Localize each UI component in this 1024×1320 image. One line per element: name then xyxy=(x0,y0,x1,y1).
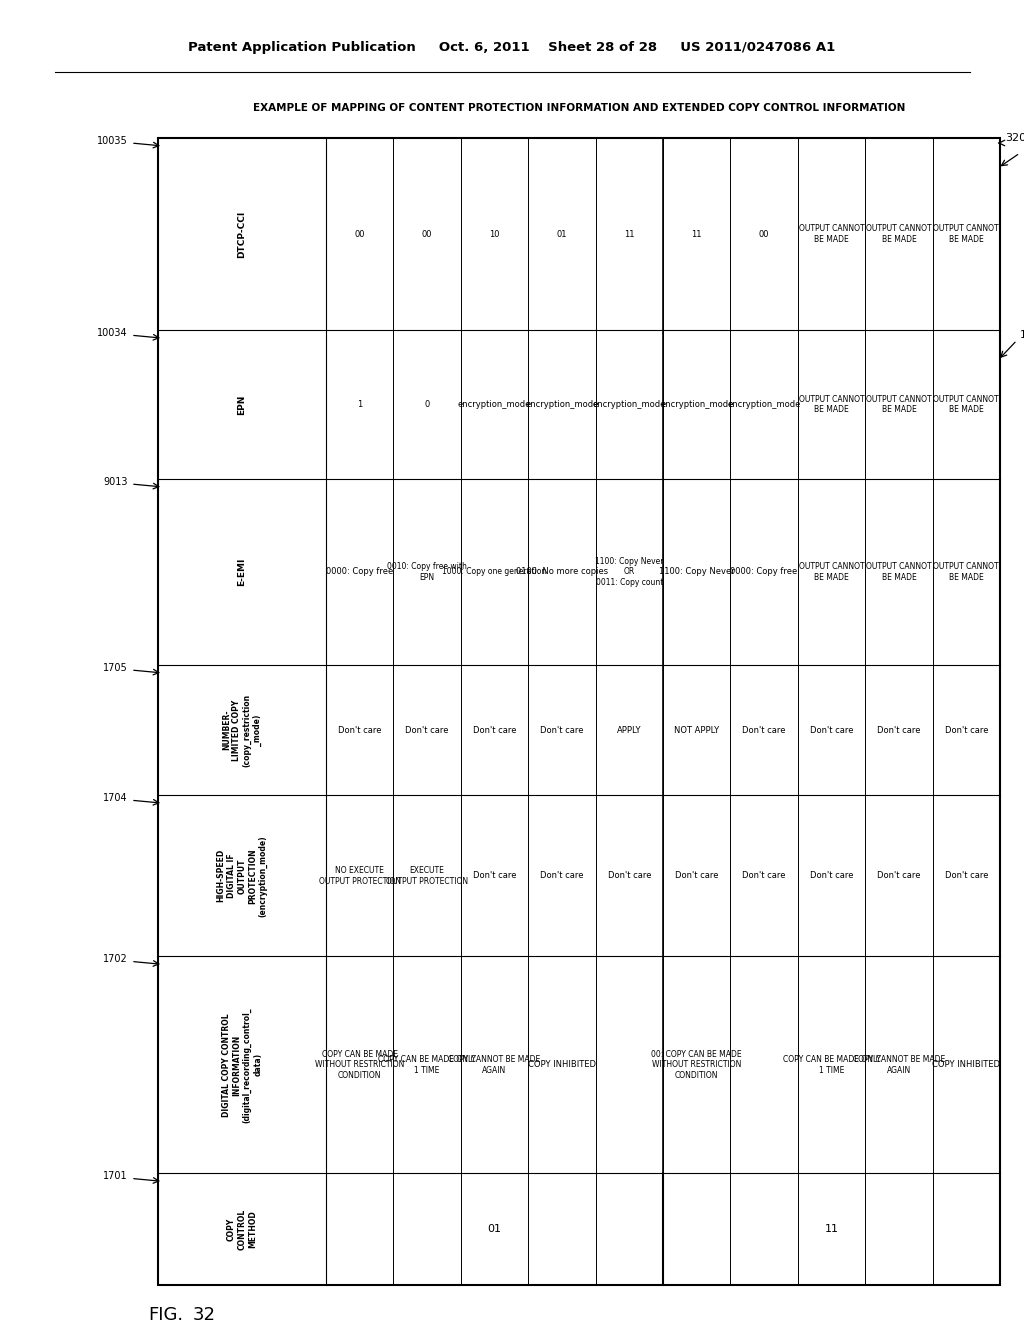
Text: 1702: 1702 xyxy=(103,954,128,965)
Text: 1: 1 xyxy=(357,400,362,409)
Text: COPY CANNOT BE MADE
AGAIN: COPY CANNOT BE MADE AGAIN xyxy=(449,1055,541,1074)
Text: COPY
CONTROL
METHOD: COPY CONTROL METHOD xyxy=(227,1209,257,1250)
Text: 10034: 10034 xyxy=(97,329,128,338)
Text: OUTPUT CANNOT
BE MADE: OUTPUT CANNOT BE MADE xyxy=(866,224,932,244)
Text: 00: 00 xyxy=(422,230,432,239)
Text: OUTPUT CANNOT
BE MADE: OUTPUT CANNOT BE MADE xyxy=(866,395,932,414)
Text: Don't care: Don't care xyxy=(742,726,785,735)
Text: DTCP-CCI: DTCP-CCI xyxy=(238,210,247,257)
Text: Don't care: Don't care xyxy=(540,726,584,735)
Text: encryption_mode: encryption_mode xyxy=(458,400,531,409)
Text: 1701: 1701 xyxy=(103,1171,128,1181)
Text: Don't care: Don't care xyxy=(406,726,449,735)
Text: EXAMPLE OF MAPPING OF CONTENT PROTECTION INFORMATION AND EXTENDED COPY CONTROL I: EXAMPLE OF MAPPING OF CONTENT PROTECTION… xyxy=(253,103,905,114)
Text: Don't care: Don't care xyxy=(675,871,719,880)
Text: 10035: 10035 xyxy=(97,136,128,147)
Text: 00: 00 xyxy=(759,230,769,239)
Text: COPY INHIBITED: COPY INHIBITED xyxy=(932,1060,1000,1069)
Text: 1705: 1705 xyxy=(103,663,128,673)
Text: Don't care: Don't care xyxy=(338,726,382,735)
Text: 11: 11 xyxy=(824,1224,839,1234)
Text: OUTPUT CANNOT
BE MADE: OUTPUT CANNOT BE MADE xyxy=(934,562,999,582)
Text: 9013: 9013 xyxy=(103,477,128,487)
Text: EXECUTE
OUTPUT PROTECTION: EXECUTE OUTPUT PROTECTION xyxy=(386,866,468,886)
Text: Don't care: Don't care xyxy=(742,871,785,880)
Text: 1000: Copy one generation: 1000: Copy one generation xyxy=(442,568,547,577)
Text: COPY INHIBITED: COPY INHIBITED xyxy=(528,1060,596,1069)
Text: Don't care: Don't care xyxy=(944,726,988,735)
Text: Don't care: Don't care xyxy=(810,726,853,735)
Text: 1704: 1704 xyxy=(103,793,128,803)
Text: COPY CANNOT BE MADE
AGAIN: COPY CANNOT BE MADE AGAIN xyxy=(853,1055,945,1074)
Text: Don't care: Don't care xyxy=(810,871,853,880)
Text: 10034: 10034 xyxy=(1020,330,1024,341)
Text: encryption_mode: encryption_mode xyxy=(660,400,733,409)
Text: OUTPUT CANNOT
BE MADE: OUTPUT CANNOT BE MADE xyxy=(866,562,932,582)
Text: HIGH-SPEED
DIGITAL IF
OUTPUT
PROTECTION
(encryption_mode): HIGH-SPEED DIGITAL IF OUTPUT PROTECTION … xyxy=(217,836,267,916)
Text: Don't care: Don't care xyxy=(540,871,584,880)
Text: OUTPUT CANNOT
BE MADE: OUTPUT CANNOT BE MADE xyxy=(799,224,864,244)
Text: 0000: Copy free: 0000: Copy free xyxy=(326,568,393,577)
Text: OUTPUT CANNOT
BE MADE: OUTPUT CANNOT BE MADE xyxy=(934,395,999,414)
Bar xyxy=(158,139,1000,1284)
Text: Don't care: Don't care xyxy=(607,871,651,880)
Text: COPY CAN BE MADE ONLY
1 TIME: COPY CAN BE MADE ONLY 1 TIME xyxy=(782,1055,881,1074)
Text: 0100: No more copies: 0100: No more copies xyxy=(516,568,608,577)
Text: NO EXECUTE
OUTPUT PROTECTION: NO EXECUTE OUTPUT PROTECTION xyxy=(318,866,400,886)
Text: OUTPUT CANNOT
BE MADE: OUTPUT CANNOT BE MADE xyxy=(799,562,864,582)
Text: 00: COPY CAN BE MADE
WITHOUT RESTRICTION
CONDITION: 00: COPY CAN BE MADE WITHOUT RESTRICTION… xyxy=(651,1049,742,1080)
Text: COPY CAN BE MADE
WITHOUT RESTRICTION
CONDITION: COPY CAN BE MADE WITHOUT RESTRICTION CON… xyxy=(315,1049,404,1080)
Text: OUTPUT CANNOT
BE MADE: OUTPUT CANNOT BE MADE xyxy=(934,224,999,244)
Text: COPY CAN BE MADE ONLY
1 TIME: COPY CAN BE MADE ONLY 1 TIME xyxy=(378,1055,476,1074)
Text: 11: 11 xyxy=(624,230,635,239)
Text: 0000: Copy free: 0000: Copy free xyxy=(730,568,798,577)
Text: 10: 10 xyxy=(489,230,500,239)
Text: DIGITAL COPY CONTROL
INFORMATION
(digital_recording_control_
data): DIGITAL COPY CONTROL INFORMATION (digita… xyxy=(222,1007,262,1123)
Text: APPLY: APPLY xyxy=(617,726,642,735)
Text: 01: 01 xyxy=(487,1224,502,1234)
Text: 00: 00 xyxy=(354,230,365,239)
Text: FIG.: FIG. xyxy=(148,1305,183,1320)
Text: encryption_mode: encryption_mode xyxy=(593,400,666,409)
Text: 0010: Copy free with
EPN: 0010: Copy free with EPN xyxy=(387,562,467,582)
Text: Don't care: Don't care xyxy=(473,871,516,880)
Text: 0: 0 xyxy=(425,400,430,409)
Text: Don't care: Don't care xyxy=(473,726,516,735)
Text: 32: 32 xyxy=(193,1305,216,1320)
Text: 3200: 3200 xyxy=(1005,133,1024,143)
Text: Don't care: Don't care xyxy=(878,871,921,880)
Text: encryption_mode: encryption_mode xyxy=(727,400,801,409)
Text: Don't care: Don't care xyxy=(944,871,988,880)
Text: 1100: Copy Never
OR
0011: Copy count: 1100: Copy Never OR 0011: Copy count xyxy=(595,557,664,587)
Text: OUTPUT CANNOT
BE MADE: OUTPUT CANNOT BE MADE xyxy=(799,395,864,414)
Text: NOT APPLY: NOT APPLY xyxy=(674,726,719,735)
Text: EPN: EPN xyxy=(238,395,247,414)
Text: NUMBER-
LIMITED COPY
(copy_restriction
_mode): NUMBER- LIMITED COPY (copy_restriction _… xyxy=(222,693,262,767)
Text: encryption_mode: encryption_mode xyxy=(525,400,599,409)
Text: Patent Application Publication     Oct. 6, 2011    Sheet 28 of 28     US 2011/02: Patent Application Publication Oct. 6, 2… xyxy=(188,41,836,54)
Text: 11: 11 xyxy=(691,230,701,239)
Text: 01: 01 xyxy=(557,230,567,239)
Text: 1100: Copy Never: 1100: Copy Never xyxy=(658,568,734,577)
Text: Don't care: Don't care xyxy=(878,726,921,735)
Text: E-EMI: E-EMI xyxy=(238,558,247,586)
